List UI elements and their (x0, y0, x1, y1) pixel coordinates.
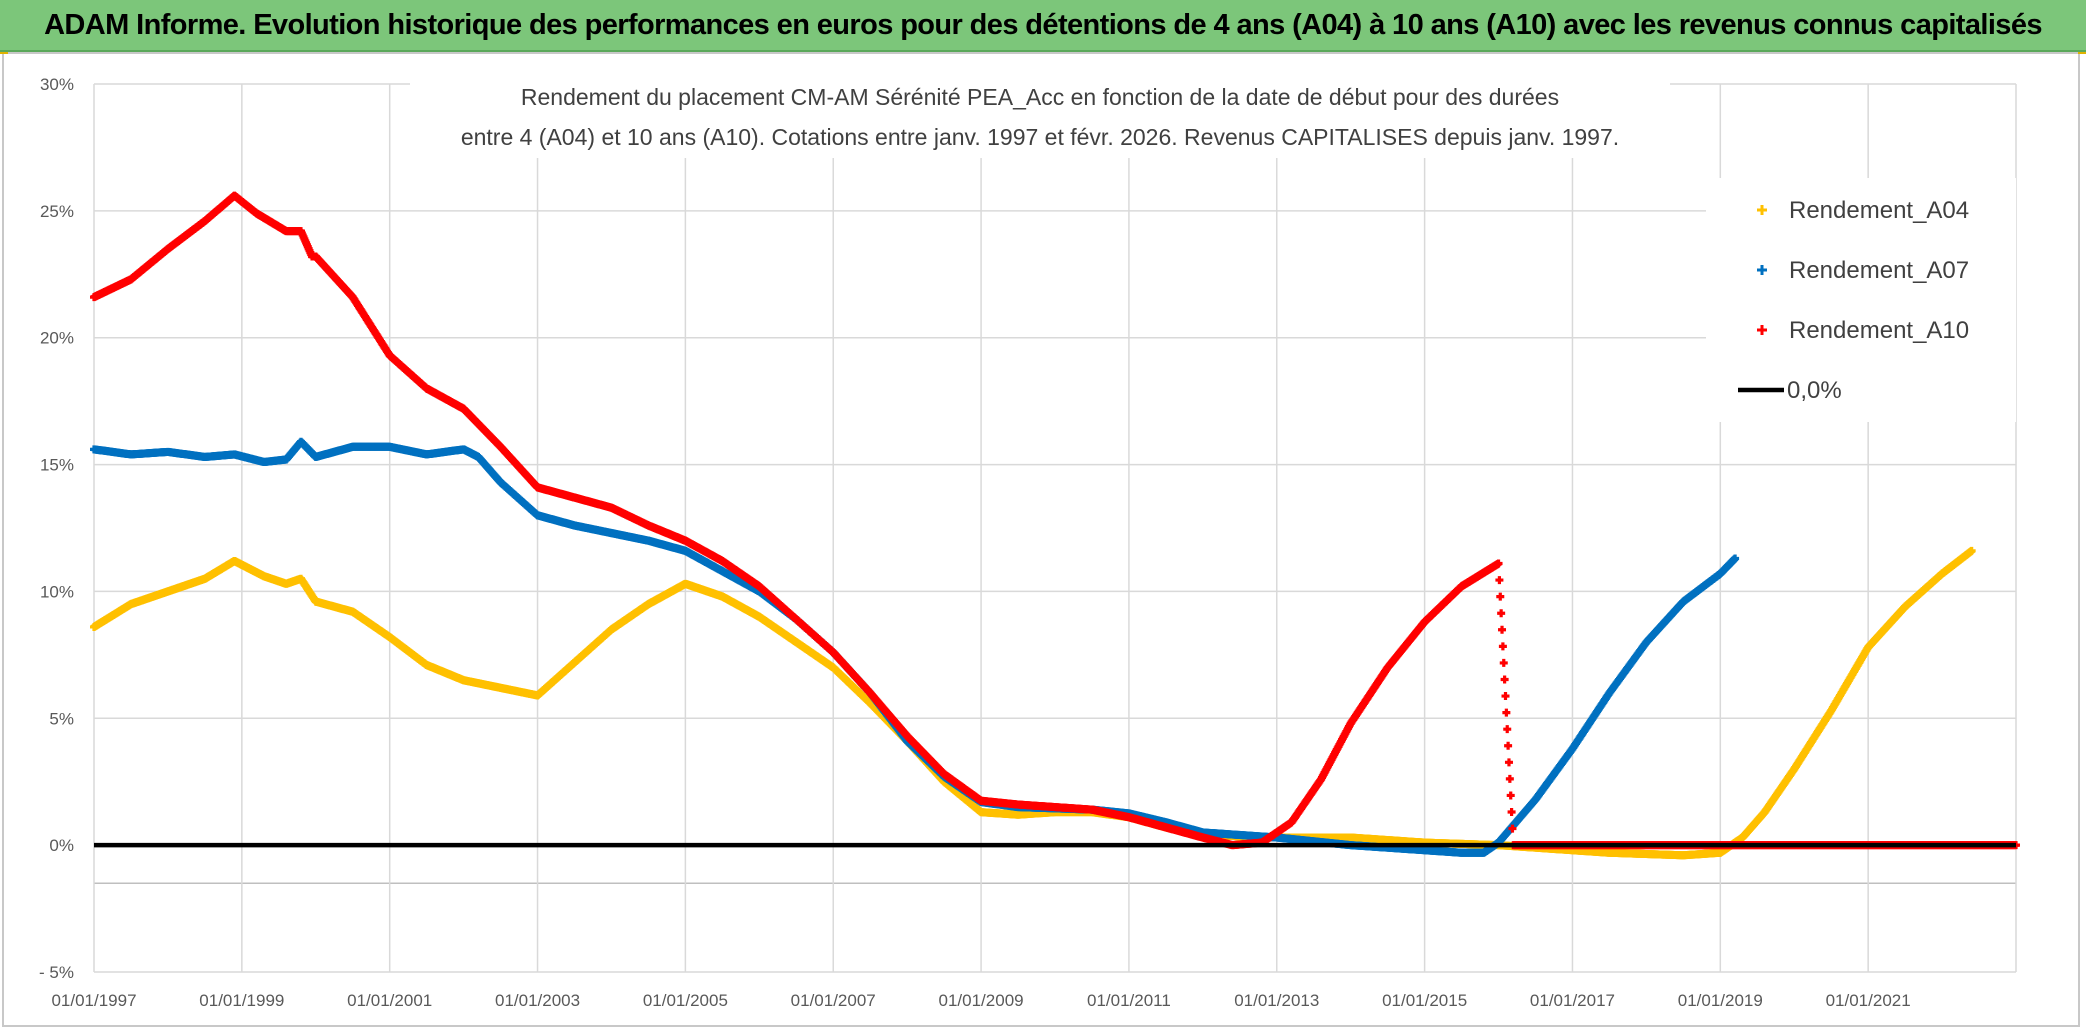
y-tick-label: 15% (40, 456, 74, 475)
x-tick-label: 01/01/2007 (791, 991, 876, 1010)
x-tick-label: 01/01/2017 (1530, 991, 1615, 1010)
header-banner: ADAM Informe. Evolution historique des p… (0, 0, 2086, 52)
x-tick-label: 01/01/2021 (1826, 991, 1911, 1010)
y-tick-label: 30% (40, 75, 74, 94)
y-tick-label: 25% (40, 202, 74, 221)
x-tick-label: 01/01/2019 (1678, 991, 1763, 1010)
title-background (410, 76, 1670, 158)
chart-frame (2, 52, 2080, 1027)
chart-title-line-2: entre 4 (A04) et 10 ans (A10). Cotations… (461, 124, 1619, 150)
chart-title-line-1: Rendement du placement CM-AM Sérénité PE… (521, 84, 1559, 110)
x-tick-label: 01/01/2011 (1087, 991, 1171, 1010)
x-tick-label: 01/01/2003 (495, 991, 580, 1010)
y-tick-label: - 5% (39, 963, 74, 982)
x-tick-label: 01/01/2001 (347, 991, 432, 1010)
y-tick-label: 10% (40, 582, 74, 601)
x-tick-label: 01/01/1999 (199, 991, 284, 1010)
banner-title: ADAM Informe. Evolution historique des p… (44, 8, 2042, 41)
y-tick-label: 0% (49, 836, 74, 855)
x-tick-label: 01/01/2015 (1382, 991, 1467, 1010)
x-tick-label: 01/01/2009 (939, 991, 1024, 1010)
x-tick-label: 01/01/2013 (1234, 991, 1319, 1010)
y-tick-label: 5% (49, 709, 74, 728)
y-tick-label: 20% (40, 329, 74, 348)
corner-mark-right (2078, 52, 2086, 54)
x-tick-label: 01/01/2005 (643, 991, 728, 1010)
series-rendement-a07 (90, 437, 1740, 857)
x-tick-label: 01/01/1997 (51, 991, 136, 1010)
corner-mark-left (0, 52, 8, 54)
